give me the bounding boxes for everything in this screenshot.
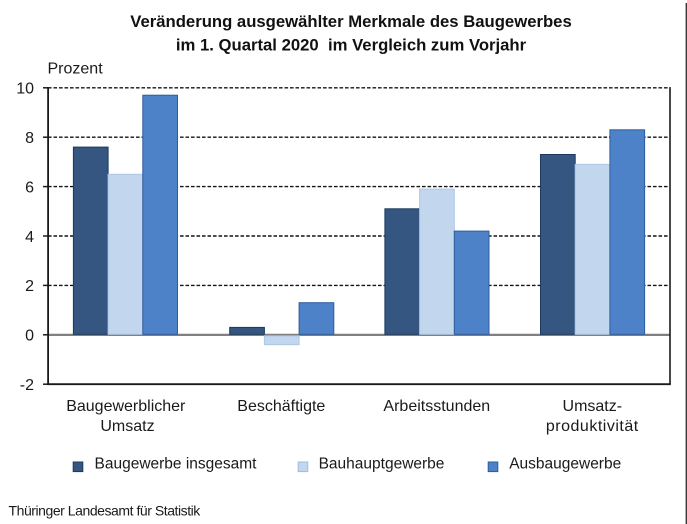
svg-text:Baugewerblicher: Baugewerblicher <box>66 398 186 415</box>
svg-text:Beschäftigte: Beschäftigte <box>237 398 325 415</box>
svg-text:4: 4 <box>25 229 34 246</box>
svg-text:6: 6 <box>25 179 34 196</box>
svg-text:produktivität: produktivität <box>546 418 639 435</box>
svg-text:Prozent: Prozent <box>48 61 104 78</box>
svg-text:im 1. Quartal 2020 im Verglei: im 1. Quartal 2020 im Vergleich zum Vorj… <box>176 35 527 54</box>
svg-text:2: 2 <box>25 278 34 295</box>
svg-text:Ausbaugewerbe: Ausbaugewerbe <box>509 455 621 472</box>
svg-text:Thüringer Landesamt für Statis: Thüringer Landesamt für Statistik <box>9 503 202 519</box>
svg-text:Arbeitsstunden: Arbeitsstunden <box>383 398 490 415</box>
svg-text:8: 8 <box>25 130 34 147</box>
svg-text:10: 10 <box>16 81 34 98</box>
svg-text:0: 0 <box>25 328 34 345</box>
svg-text:Veränderung ausgewählter Merkm: Veränderung ausgewählter Merkmale des Ba… <box>130 12 571 31</box>
svg-text:-2: -2 <box>20 377 34 394</box>
svg-text:Baugewerbe insgesamt: Baugewerbe insgesamt <box>95 455 258 472</box>
svg-text:Umsatz-: Umsatz- <box>563 398 623 415</box>
svg-text:Umsatz: Umsatz <box>100 418 154 435</box>
svg-text:Bauhauptgewerbe: Bauhauptgewerbe <box>319 455 445 472</box>
